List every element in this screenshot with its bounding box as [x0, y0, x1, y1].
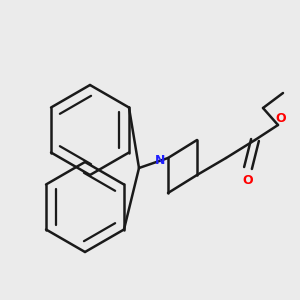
Text: O: O	[276, 112, 286, 125]
Text: N: N	[155, 154, 165, 167]
Text: O: O	[243, 173, 253, 187]
